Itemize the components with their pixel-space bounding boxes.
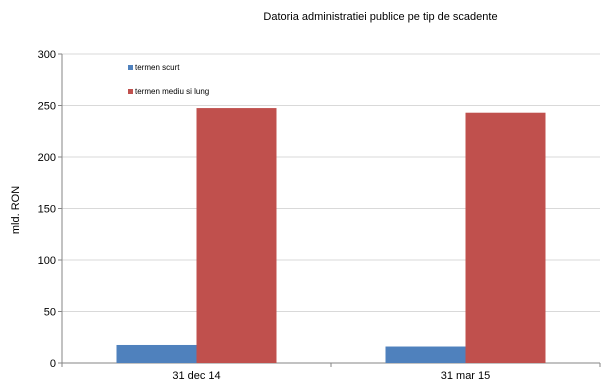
legend-swatch	[128, 89, 133, 94]
y-tick-label: 100	[38, 255, 56, 267]
bar-termen-scurt-1	[385, 346, 466, 363]
legend-label: termen mediu si lung	[135, 87, 209, 96]
y-tick-label: 200	[38, 152, 56, 164]
chart-title: Datoria administratiei publice pe tip de…	[263, 11, 498, 23]
legend-swatch	[128, 65, 133, 70]
y-tick-label: 250	[38, 101, 56, 113]
bar-termen-scurt-0	[116, 344, 197, 363]
y-tick-label: 50	[44, 307, 56, 319]
bar-termen-mediu-si-lung-1	[465, 112, 546, 364]
y-tick-label: 300	[38, 49, 56, 61]
x-tick-label: 31 dec 14	[172, 370, 220, 382]
y-tick-label: 0	[50, 358, 56, 370]
legend-label: termen scurt	[135, 63, 180, 72]
y-tick-label: 150	[38, 204, 56, 216]
bar-termen-mediu-si-lung-0	[196, 108, 277, 363]
x-tick-label: 31 mar 15	[441, 370, 491, 382]
